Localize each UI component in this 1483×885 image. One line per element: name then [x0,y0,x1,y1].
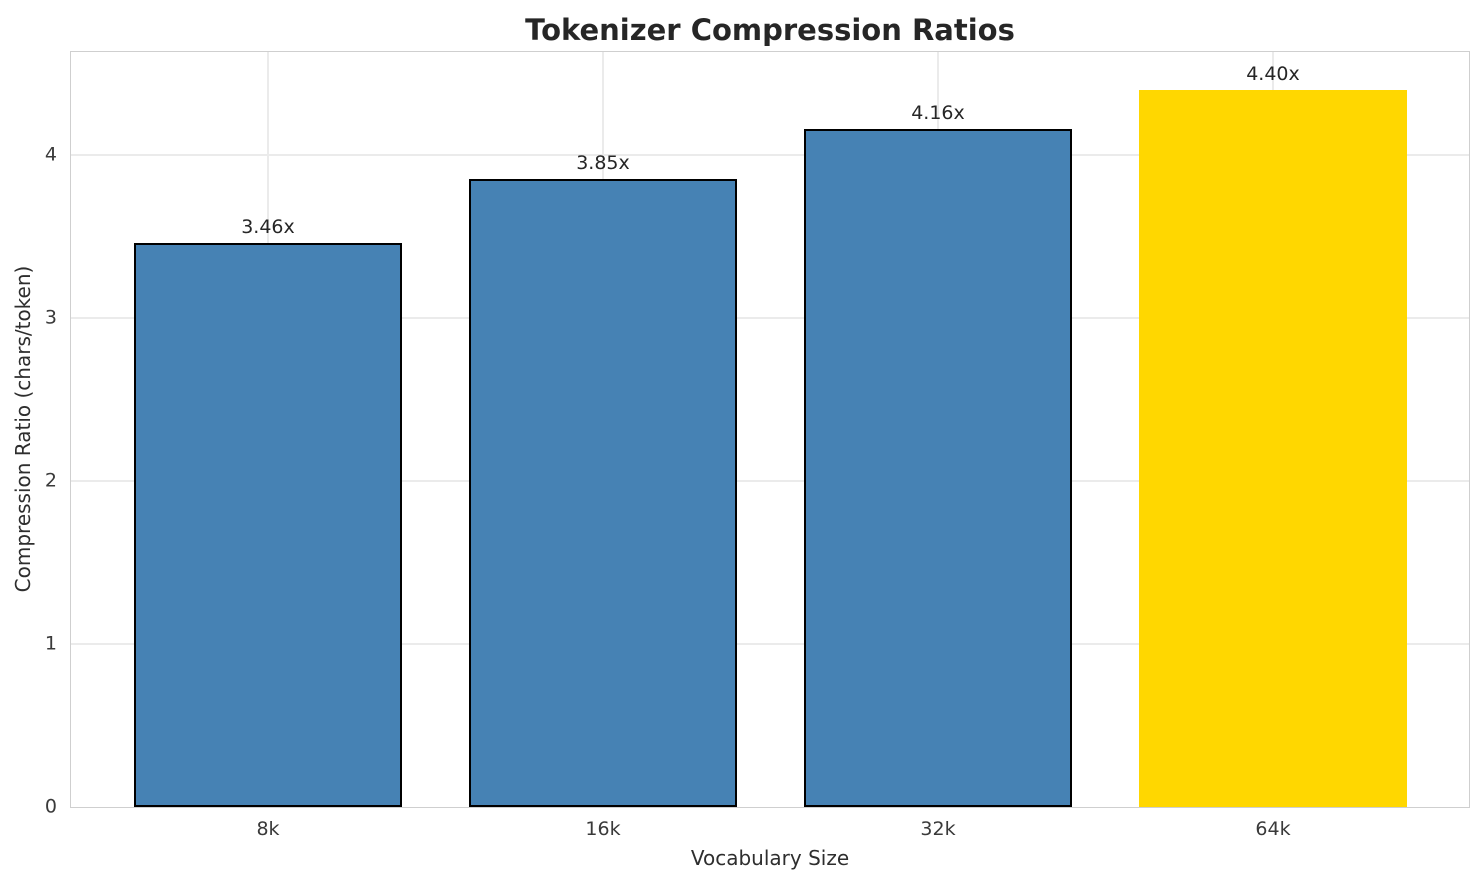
x-tick-label: 64k [1255,818,1291,840]
bar-64k [1139,90,1407,807]
x-tick-label: 32k [920,818,956,840]
y-tick-label: 0 [44,795,57,818]
bar-value-label: 3.46x [241,216,295,238]
y-tick-label: 1 [44,632,57,655]
chart-title: Tokenizer Compression Ratios [525,13,1015,47]
plot-area: 0 1 2 3 4 3.46x 8k 3.85x 16k 4.16x 32k 4.40x 64k [45,51,1470,840]
bar-value-label: 4.16x [911,102,965,124]
bar-16k [469,179,737,807]
x-tick-label: 8k [256,818,280,840]
y-tick-label: 3 [44,306,57,329]
bar-8k [134,243,402,807]
bar-value-label: 4.40x [1246,63,1300,85]
bar-value-label: 3.85x [576,152,630,174]
gridline-horizontal [71,643,1469,645]
gridline-horizontal [71,480,1469,482]
bar-32k [804,129,1072,807]
gridline-horizontal [71,317,1469,319]
x-axis-label: Vocabulary Size [690,846,850,870]
y-tick-label: 2 [44,469,57,492]
x-tick-label: 16k [585,818,621,840]
gridline-horizontal [71,154,1469,156]
y-tick-label: 4 [44,143,57,166]
